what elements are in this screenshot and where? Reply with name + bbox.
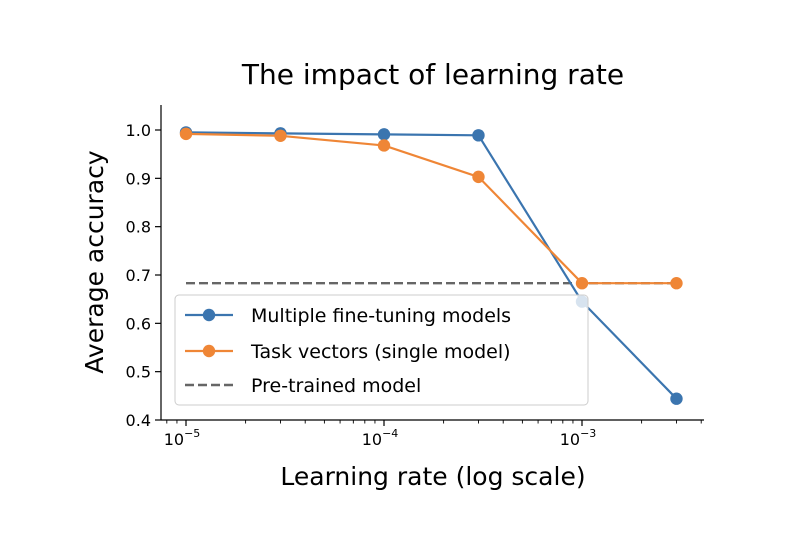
data-point bbox=[179, 127, 193, 141]
legend-box bbox=[174, 294, 589, 406]
y-axis-label: Average accuracy bbox=[80, 150, 109, 374]
axes bbox=[160, 105, 704, 421]
series-layer bbox=[179, 126, 683, 405]
legend-marker bbox=[202, 344, 216, 358]
y-tick-label: 0.9 bbox=[126, 169, 151, 188]
x-ticks: 10−5 10−4 10−3 bbox=[164, 420, 702, 449]
x-axis-label: Learning rate (log scale) bbox=[280, 462, 585, 491]
data-point bbox=[472, 170, 485, 184]
x-tick-label: 10−4 bbox=[362, 427, 399, 449]
legend-label: Task vectors (single model) bbox=[250, 341, 511, 363]
chart-title: The impact of learning rate bbox=[241, 58, 624, 91]
data-point bbox=[377, 139, 391, 152]
legend-label: Pre-trained model bbox=[251, 375, 421, 397]
x-tick-label: 10−5 bbox=[164, 427, 201, 449]
y-tick-label: 0.4 bbox=[126, 411, 151, 430]
x-tick-label: 10−3 bbox=[560, 427, 597, 449]
y-tick-label: 1.0 bbox=[126, 121, 151, 140]
data-point bbox=[472, 129, 485, 142]
y-tick-label: 0.6 bbox=[126, 314, 151, 333]
y-tick-label: 0.5 bbox=[126, 363, 151, 382]
y-tick-label: 0.7 bbox=[126, 266, 151, 285]
legend: Multiple fine-tuning models Task vectors … bbox=[174, 294, 589, 406]
legend-label: Multiple fine-tuning models bbox=[251, 305, 511, 327]
data-point bbox=[670, 392, 683, 405]
series-line bbox=[185, 132, 677, 285]
data-point bbox=[377, 128, 391, 141]
y-ticks: 0.4 0.5 0.6 0.7 0.8 0.9 1.0 bbox=[126, 121, 161, 430]
legend-marker bbox=[202, 308, 216, 322]
series-line bbox=[185, 131, 678, 400]
y-tick-label: 0.8 bbox=[126, 218, 151, 237]
data-point bbox=[274, 129, 287, 142]
data-point bbox=[575, 277, 589, 290]
data-point bbox=[670, 277, 683, 290]
